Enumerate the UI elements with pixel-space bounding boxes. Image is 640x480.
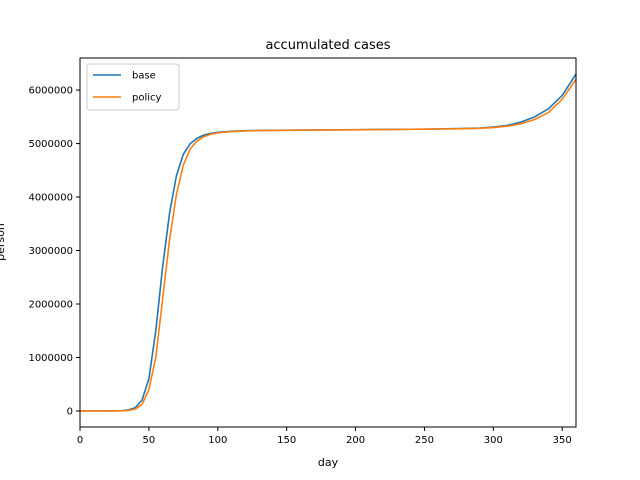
x-tick-label: 200 <box>346 435 365 446</box>
y-tick-label: 4000000 <box>28 193 73 204</box>
x-tick-label: 350 <box>553 435 572 446</box>
legend: base policy <box>86 63 180 111</box>
plot-area-frame <box>79 57 577 428</box>
y-tick-label: 5000000 <box>28 139 73 150</box>
plot-lines <box>79 73 577 412</box>
x-axis-label: day <box>318 456 339 469</box>
chart-title: accumulated cases <box>265 38 390 53</box>
y-tick-label: 0 <box>67 406 73 417</box>
y-tick-label: 1000000 <box>28 353 73 364</box>
x-tick-label: 250 <box>415 435 434 446</box>
x-tick-label: 150 <box>277 435 296 446</box>
x-axis-ticks: 0 50 100 150 200 250 300 350 <box>77 427 572 446</box>
y-axis-label: person <box>0 223 7 261</box>
x-tick-label: 50 <box>143 435 156 446</box>
legend-label-base: base <box>132 71 156 82</box>
series-line-policy <box>79 78 577 412</box>
x-tick-label: 300 <box>484 435 503 446</box>
legend-label-policy: policy <box>132 93 162 104</box>
y-tick-label: 3000000 <box>28 246 73 257</box>
y-tick-label: 6000000 <box>28 86 73 97</box>
x-tick-label: 0 <box>77 435 83 446</box>
x-tick-label: 100 <box>208 435 227 446</box>
y-tick-label: 2000000 <box>28 300 73 311</box>
y-axis-ticks: 0 1000000 2000000 3000000 4000000 5000000 6000… <box>28 86 80 417</box>
